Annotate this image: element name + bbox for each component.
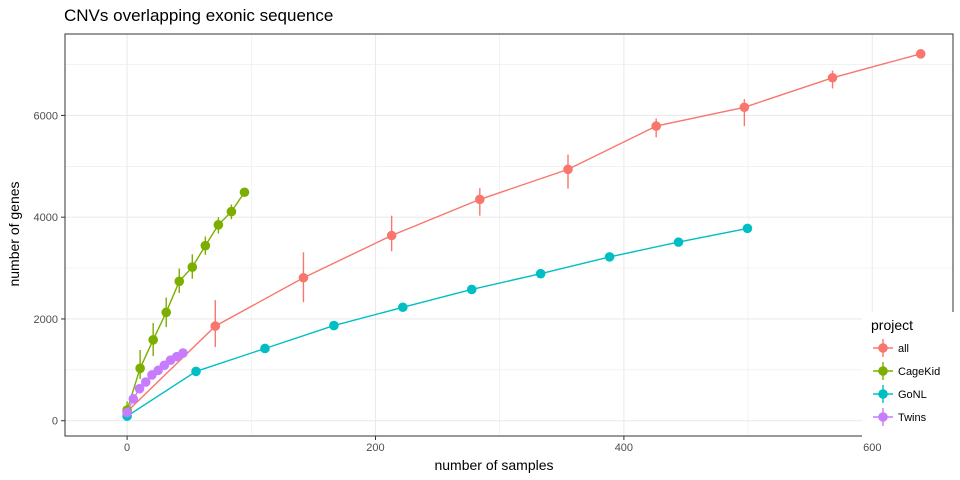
data-point	[187, 262, 198, 272]
legend-key-point	[878, 366, 888, 376]
data-point	[742, 223, 753, 234]
legend-items: all CageKid GoNL Twins	[873, 339, 940, 426]
data-point	[128, 394, 139, 404]
y-axis-title: number of genes	[6, 181, 22, 286]
series-twins	[122, 348, 188, 418]
data-point	[140, 377, 151, 387]
data-point	[213, 220, 224, 230]
series-line	[126, 53, 921, 413]
data-point	[329, 320, 339, 331]
x-tick-label: 600	[863, 442, 881, 454]
legend-item-twins: Twins	[873, 408, 927, 426]
data-point	[535, 268, 546, 279]
data-point	[466, 284, 477, 295]
data-point	[673, 237, 684, 247]
x-tick-label: 0	[124, 442, 130, 454]
series-layer	[122, 49, 926, 421]
data-point	[475, 194, 485, 205]
data-point	[174, 276, 185, 287]
legend-label: GoNL	[898, 389, 927, 401]
legend-label: CageKid	[898, 366, 940, 378]
y-axis: 0 2000 4000 6000	[34, 110, 65, 428]
data-point	[915, 49, 926, 59]
data-point	[200, 240, 211, 251]
grid-minor	[65, 34, 953, 436]
data-point	[226, 206, 237, 217]
data-point	[386, 230, 397, 241]
legend-key-point	[878, 412, 888, 422]
series-line	[126, 227, 748, 417]
data-point	[398, 302, 408, 313]
legend-background	[862, 312, 960, 440]
legend-item-all: all	[873, 339, 909, 357]
grid-major	[65, 34, 953, 436]
panel-border	[64, 33, 954, 437]
data-point	[739, 102, 750, 113]
data-point	[604, 252, 615, 262]
series-line	[126, 191, 246, 411]
series-gonl	[122, 223, 753, 421]
x-tick-label: 200	[366, 442, 384, 454]
legend-label: Twins	[898, 412, 927, 424]
data-point	[122, 407, 132, 418]
data-point	[210, 321, 221, 331]
data-point	[260, 343, 270, 354]
x-axis: 0 200 400 600	[124, 436, 881, 454]
data-point	[134, 383, 145, 394]
y-tick-label: 4000	[34, 212, 58, 224]
legend-key-point	[878, 343, 888, 353]
data-point	[135, 363, 145, 374]
data-point	[161, 307, 172, 318]
y-tick-label: 2000	[34, 314, 58, 326]
y-tick-label: 6000	[34, 110, 58, 122]
legend-item-cagekid: CageKid	[873, 362, 940, 380]
data-point	[148, 335, 158, 345]
data-point	[191, 366, 201, 377]
data-point	[298, 272, 309, 283]
y-tick-label: 0	[52, 416, 58, 428]
series-all	[122, 49, 926, 418]
data-point	[651, 121, 661, 131]
chart-title: CNVs overlapping exonic sequence	[64, 6, 333, 25]
data-point	[563, 164, 573, 175]
legend-item-gonl: GoNL	[873, 385, 927, 403]
x-axis-title: number of samples	[434, 457, 553, 473]
legend-title: project	[871, 317, 913, 333]
legend: project all CageKid GoNL Twins	[862, 312, 960, 440]
x-tick-label: 400	[615, 442, 633, 454]
legend-label: all	[898, 343, 909, 355]
data-point	[827, 72, 838, 83]
legend-key-point	[878, 389, 888, 399]
data-point	[178, 348, 188, 358]
data-point	[239, 187, 250, 198]
